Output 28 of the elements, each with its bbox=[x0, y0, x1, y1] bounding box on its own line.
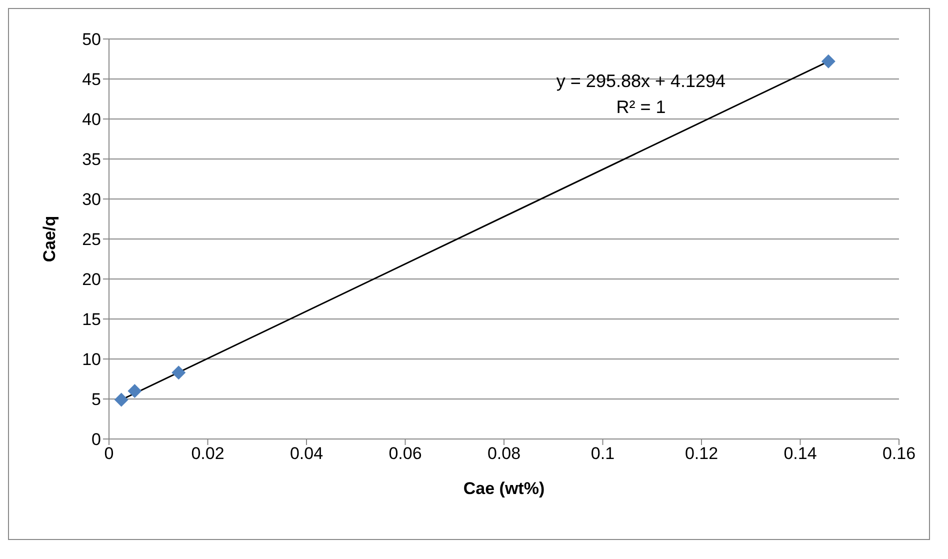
point bbox=[128, 384, 142, 398]
point bbox=[114, 392, 128, 407]
x-tick-label: 0.16 bbox=[882, 444, 916, 464]
x-tick-label: 0.14 bbox=[784, 444, 817, 464]
y-tick-label: 10 bbox=[82, 350, 101, 370]
x-axis-title: Cae (wt%) bbox=[463, 479, 545, 498]
y-axis-title: Cae/q bbox=[40, 216, 60, 262]
y-tick-label: 40 bbox=[82, 110, 101, 130]
y-tick-label: 15 bbox=[82, 310, 101, 330]
y-tick-label: 45 bbox=[82, 70, 101, 90]
y-tick-label: 0 bbox=[92, 430, 101, 450]
x-tick-label: 0.02 bbox=[191, 444, 224, 464]
x-tick-label: 0.06 bbox=[388, 444, 422, 464]
x-tick-label: 0.08 bbox=[487, 444, 521, 464]
y-tick-label: 25 bbox=[82, 230, 101, 250]
y-tick-label: 5 bbox=[92, 390, 101, 410]
y-tick-label: 35 bbox=[82, 150, 101, 170]
x-tick-label: 0 bbox=[104, 444, 114, 464]
x-tick-label: 0.1 bbox=[590, 444, 615, 464]
y-tick-label: 20 bbox=[82, 270, 101, 290]
annotation: y = 295.88x + 4.1294 bbox=[556, 71, 726, 91]
point bbox=[172, 366, 186, 380]
y-tick-label: 30 bbox=[82, 190, 101, 210]
x-tick-label: 0.12 bbox=[684, 444, 718, 464]
point bbox=[821, 54, 836, 68]
y-tick-label: 50 bbox=[82, 30, 101, 50]
annotation: R² = 1 bbox=[616, 97, 666, 117]
x-tick-label: 0.04 bbox=[290, 444, 324, 464]
